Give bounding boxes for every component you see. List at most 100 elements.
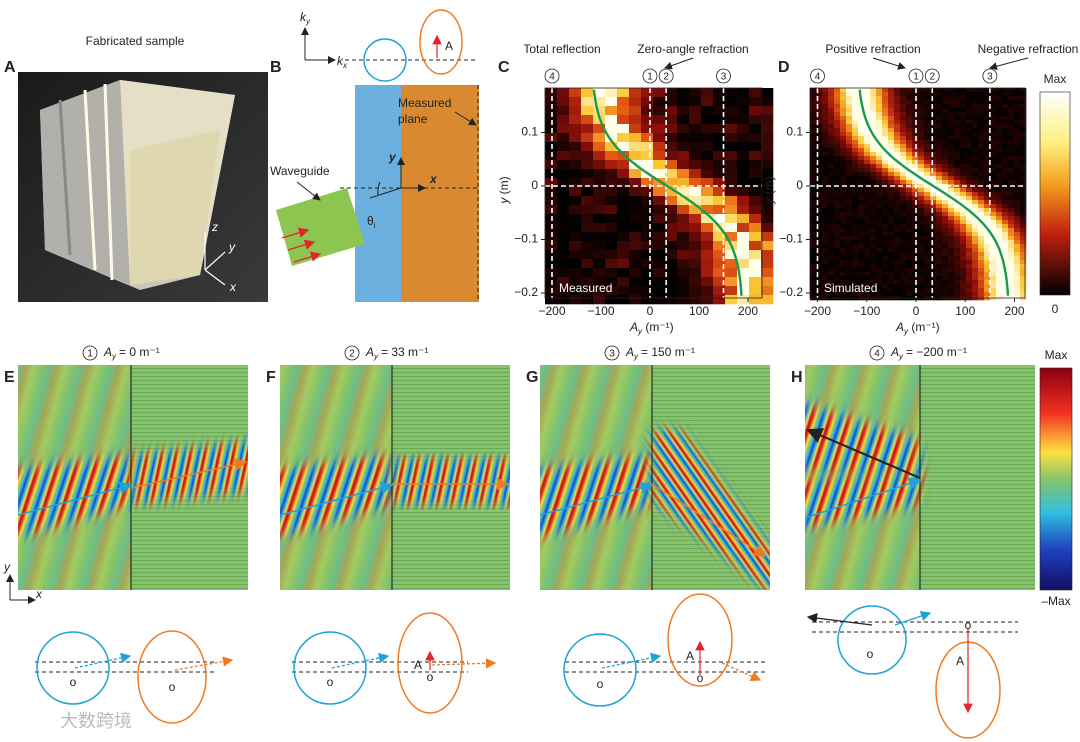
- marker-label: 1: [913, 72, 919, 83]
- marker-circle: [642, 68, 658, 84]
- marker-circle: [604, 345, 620, 361]
- text: Waveguide: [270, 164, 330, 178]
- angle-arc: [377, 181, 381, 196]
- angle-label: θi: [367, 214, 376, 230]
- heatmap: 4 1 2 3 0.1 0 −0.1 −0.2−200 −100 0 100 200 y (m) Ay (…: [762, 68, 1027, 336]
- y-tick-label: 0: [796, 178, 803, 192]
- caption: Ay = 0 m⁻¹: [103, 345, 160, 361]
- pointer: [989, 57, 1029, 71]
- axis-label: x: [229, 280, 237, 294]
- marker-label: 2: [929, 72, 935, 83]
- x-tick-label: −100: [853, 304, 880, 318]
- ellipse: [667, 593, 733, 687]
- ray-refl: [806, 428, 921, 479]
- marker-circle: [908, 68, 924, 84]
- plot-note: Measured: [559, 281, 612, 295]
- arrow: [894, 611, 932, 626]
- diagram-label: o: [169, 680, 176, 694]
- marker-label: 2: [349, 349, 355, 360]
- ellipse: [137, 630, 207, 724]
- marker-label: 3: [609, 349, 615, 360]
- axis-label: y: [228, 240, 236, 254]
- y-tick-label: 0.1: [521, 125, 538, 139]
- caption: Ay = 33 m⁻¹: [365, 345, 428, 361]
- axis-label: kx: [337, 54, 348, 70]
- diagram-label: o: [867, 647, 874, 661]
- ellipse: [397, 612, 463, 714]
- y-tick-label: −0.2: [514, 285, 538, 299]
- axis-label: z: [211, 220, 218, 234]
- x-tick-label: 0: [647, 304, 654, 318]
- marker-circle: [869, 345, 885, 361]
- text: Measured: [398, 96, 451, 110]
- colorbar: [1039, 367, 1073, 591]
- axis-title: Ay (m⁻¹): [895, 320, 940, 336]
- plot-frame: [809, 87, 1026, 299]
- arrow: [331, 652, 390, 669]
- band-out: [18, 365, 248, 590]
- region: [401, 85, 479, 302]
- panel-label: H: [791, 369, 803, 386]
- curve: [858, 89, 1010, 296]
- y-tick-label: −0.1: [514, 232, 538, 246]
- pointer: [296, 181, 321, 201]
- marker-label: 4: [815, 72, 821, 83]
- marker-label: 2: [663, 72, 669, 83]
- axis-label: x: [429, 172, 438, 186]
- panel-label: B: [270, 59, 282, 76]
- field-panel: E 1 Ay = 0 m⁻¹ o o: [4, 345, 248, 724]
- curve: [592, 89, 743, 296]
- circle: [563, 633, 637, 707]
- axis: [369, 187, 402, 199]
- diagram-label: o: [327, 675, 334, 689]
- caption: Ay = −200 m⁻¹: [890, 345, 967, 361]
- circle: [363, 38, 407, 82]
- axis-title: y (m): [497, 176, 511, 204]
- marker-circle: [924, 68, 940, 84]
- diagram-label: o: [427, 670, 434, 684]
- heatmap: 4 1 2 3 0.1 0 −0.1 −0.2−200 −100 0 100 200 y (m) Ay (…: [497, 68, 774, 336]
- x-tick-label: 100: [955, 304, 975, 318]
- annotation: Total reflection: [523, 42, 600, 56]
- circle: [293, 631, 367, 705]
- annotation: Zero-angle refraction: [637, 42, 748, 56]
- field-image: [280, 365, 510, 590]
- waveguide: [276, 188, 365, 266]
- diagram-label: A: [686, 649, 694, 663]
- annotation: Positive refraction: [825, 42, 920, 56]
- x-tick-label: 200: [1004, 304, 1024, 318]
- diagram-label: o: [597, 677, 604, 691]
- colorbar-label: –Max: [1041, 594, 1070, 608]
- band-out: [280, 365, 510, 590]
- ray-out: [130, 458, 248, 489]
- diagram-label: o: [965, 618, 972, 632]
- y-tick-label: −0.1: [779, 232, 803, 246]
- marker-circle: [810, 68, 825, 84]
- circle: [36, 631, 110, 705]
- arrows: [281, 227, 322, 263]
- axes-triad: [6, 574, 36, 604]
- x-tick-label: 200: [738, 304, 758, 318]
- marker-label: 4: [549, 72, 555, 83]
- y-tick-label: 0: [531, 178, 538, 192]
- axis-label: y: [3, 560, 11, 574]
- panel-label: F: [266, 369, 276, 386]
- panel-title: Fabricated sample: [86, 34, 185, 48]
- marker-circle: [82, 345, 98, 361]
- caption: Ay = 150 m⁻¹: [625, 345, 695, 361]
- annotation: Negative refraction: [978, 42, 1079, 56]
- colorbar-label: 0: [1052, 302, 1059, 316]
- diagram-label: A: [414, 658, 422, 672]
- y-tick-label: −0.2: [779, 285, 803, 299]
- ray-in: [539, 481, 654, 516]
- x-tick-label: −200: [538, 304, 565, 318]
- x-tick-label: 0: [913, 304, 920, 318]
- plot-frame: [544, 87, 763, 299]
- marker-label: 3: [987, 72, 993, 83]
- axis-label: ky: [300, 10, 311, 26]
- sample-blocks: [40, 80, 235, 290]
- arrow: [721, 662, 762, 682]
- diagram-label: o: [70, 675, 77, 689]
